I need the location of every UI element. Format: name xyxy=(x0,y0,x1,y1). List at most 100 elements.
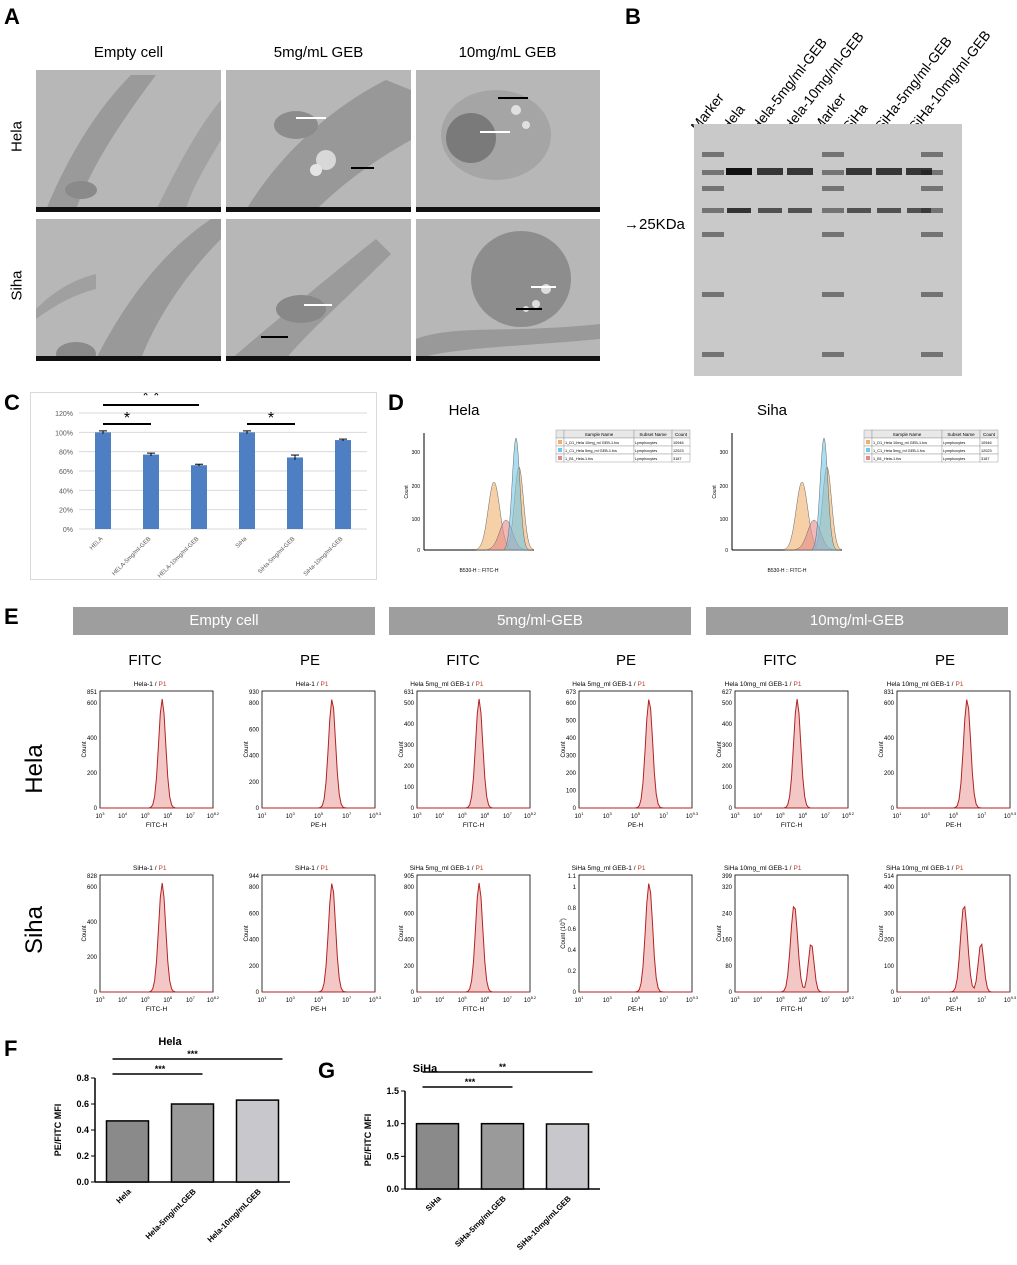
panelE-xlabel: FITC-H xyxy=(146,822,168,829)
panelE-ylabel: Count xyxy=(399,925,405,941)
panelE-xtick: 103 xyxy=(921,995,931,1004)
blot-band-upper xyxy=(757,168,783,175)
panelE-ytick: 0.4 xyxy=(568,948,577,954)
panelD-ytick: 200 xyxy=(412,484,421,490)
panelE-gate-label: P1 xyxy=(159,865,167,872)
panelE-ymax: 944 xyxy=(249,874,260,880)
panelE-ytick: 0.2 xyxy=(568,969,577,975)
blot-band-upper xyxy=(726,168,752,175)
panelE-plot-title: Hela 10mg_ml GEB-1 / xyxy=(887,681,954,688)
panelF-bar xyxy=(170,1103,215,1183)
panelE-xtick: 108.2 xyxy=(207,995,220,1004)
panelE-xtick: 106 xyxy=(163,995,173,1004)
panelD-legend-text: 12023 xyxy=(981,449,992,453)
panelE-xtick: 104 xyxy=(118,811,128,820)
panelE-xtick: 105 xyxy=(141,995,151,1004)
panelE-ytick: 400 xyxy=(884,885,895,891)
panelE-ytick: 500 xyxy=(566,719,577,725)
panelD-legend-text: 3187 xyxy=(981,457,989,461)
panelE-xtick: 105 xyxy=(949,995,959,1004)
panelD-legend-swatch xyxy=(558,456,562,460)
panelD-legend-swatch xyxy=(558,448,562,452)
panelC-xtick: SiHa-5mg/ml-GEB xyxy=(257,536,296,575)
panelE-xtick: 103 xyxy=(413,811,423,820)
panelD-legend-text: Lymphocytes xyxy=(943,457,965,461)
panelE-xlabel: FITC-H xyxy=(781,1006,803,1013)
panelD-legend-text: Lymphocytes xyxy=(635,441,657,445)
panelE-xtick: 106 xyxy=(798,995,808,1004)
panelG-sig-label: *** xyxy=(465,1077,476,1087)
panelE-ytick: 300 xyxy=(404,743,415,749)
panelF-ylabel: PE/FITC MFI xyxy=(53,1104,63,1157)
panelD-legend-header: Count xyxy=(983,432,996,437)
em-image-siha-10mg xyxy=(416,219,600,361)
panelE-ytick: 600 xyxy=(249,727,260,733)
panelE-xtick: 107 xyxy=(977,995,987,1004)
panelE-xtick: 109.3 xyxy=(686,811,699,820)
panelD-title: Hela xyxy=(449,402,481,419)
panelD-legend-text: 10946 xyxy=(673,441,684,445)
panelD-ylabel: Count xyxy=(404,485,410,499)
panelE-ytick: 400 xyxy=(404,938,415,944)
panelC-bar xyxy=(95,432,111,529)
panelD-hist-5mg xyxy=(503,437,529,551)
panelE-ylabel: Count xyxy=(244,741,250,757)
panelE-ytick: 400 xyxy=(87,920,98,926)
panelE-plot-title: SiHa 5mg_ml GEB-1 / xyxy=(572,865,636,872)
blot-marker-band xyxy=(921,232,943,237)
panelE-xtick: 103 xyxy=(286,995,296,1004)
panelE-histogram xyxy=(100,882,213,993)
panelD-xlabel: B530-H :: FITC-H xyxy=(768,568,807,574)
panelE-histogram xyxy=(735,905,848,993)
panelE-histogram xyxy=(735,698,848,809)
panelE-ytick: 800 xyxy=(249,701,260,707)
panelE-xtick: 108.2 xyxy=(524,811,537,820)
panelD-legend-swatch xyxy=(866,448,870,452)
panelC-bar xyxy=(335,440,351,529)
panelD-ytick: 100 xyxy=(720,517,729,523)
panelE-ymax: 627 xyxy=(722,690,733,696)
panelE-ylabel: Count (103) xyxy=(558,918,567,949)
panelE-ytick: 200 xyxy=(404,964,415,970)
panelE-ytick: 400 xyxy=(249,754,260,760)
panelE-xtick: 103 xyxy=(413,995,423,1004)
panelE-ytick: 240 xyxy=(722,911,733,917)
panelE-xtick: 104 xyxy=(118,995,128,1004)
panelE-xtick: 105 xyxy=(314,995,324,1004)
panelE-histogram xyxy=(262,883,375,993)
panelE-ytick: 0 xyxy=(411,806,415,812)
panelE-xtick: 107 xyxy=(659,811,669,820)
western-blot-image xyxy=(694,124,962,376)
panelA-row-hela: Hela xyxy=(8,121,26,152)
panelE-xtick: 105 xyxy=(314,811,324,820)
panelG-ylabel: PE/FITC MFI xyxy=(363,1114,373,1167)
panelE-xtick: 109.3 xyxy=(686,995,699,1004)
panelE-histogram xyxy=(417,882,530,993)
panelF-chart: Hela 0.0 0.2 0.4 0.6 0.8 PE/FITC MFI Hela Hela-5… xyxy=(53,1036,290,1244)
panelE-ytick: 400 xyxy=(87,736,98,742)
panelG-title: SiHa xyxy=(413,1063,438,1075)
panelE-ytick: 0.6 xyxy=(568,927,577,933)
panelE-ylabel: Count xyxy=(879,925,885,941)
panelD-legend-swatch xyxy=(866,440,870,444)
panelE-channel-header: PE xyxy=(935,652,955,669)
panelC-xtick: SiHa-10mg/ml-GEB xyxy=(303,536,344,577)
blot-marker-band xyxy=(702,152,724,157)
panelE-plot-title: SiHa 10mg_ml GEB-1 / xyxy=(724,865,792,872)
panelE-xtick: 103 xyxy=(286,811,296,820)
panelC-sig-label: * * xyxy=(143,393,160,405)
panelC-ytick: 0% xyxy=(63,527,73,534)
panelE-ytick: 320 xyxy=(722,885,733,891)
panelE-histogram xyxy=(262,699,375,809)
panelE-ytick: 600 xyxy=(404,911,415,917)
panelE-channel-header: PE xyxy=(300,652,320,669)
panelG-sig-label: ** xyxy=(499,1062,507,1072)
panelD-legend-header: Subset Name xyxy=(639,432,667,437)
panelC-sig-label: * xyxy=(268,410,274,427)
panelE-histogram xyxy=(579,883,692,993)
panelF-ytick: 0.0 xyxy=(76,1177,89,1187)
panelE-xtick: 101 xyxy=(575,811,585,820)
panelE-ytick: 300 xyxy=(722,743,733,749)
panelE-xtick: 108.2 xyxy=(842,995,855,1004)
panelE-plot-frame xyxy=(578,690,693,809)
